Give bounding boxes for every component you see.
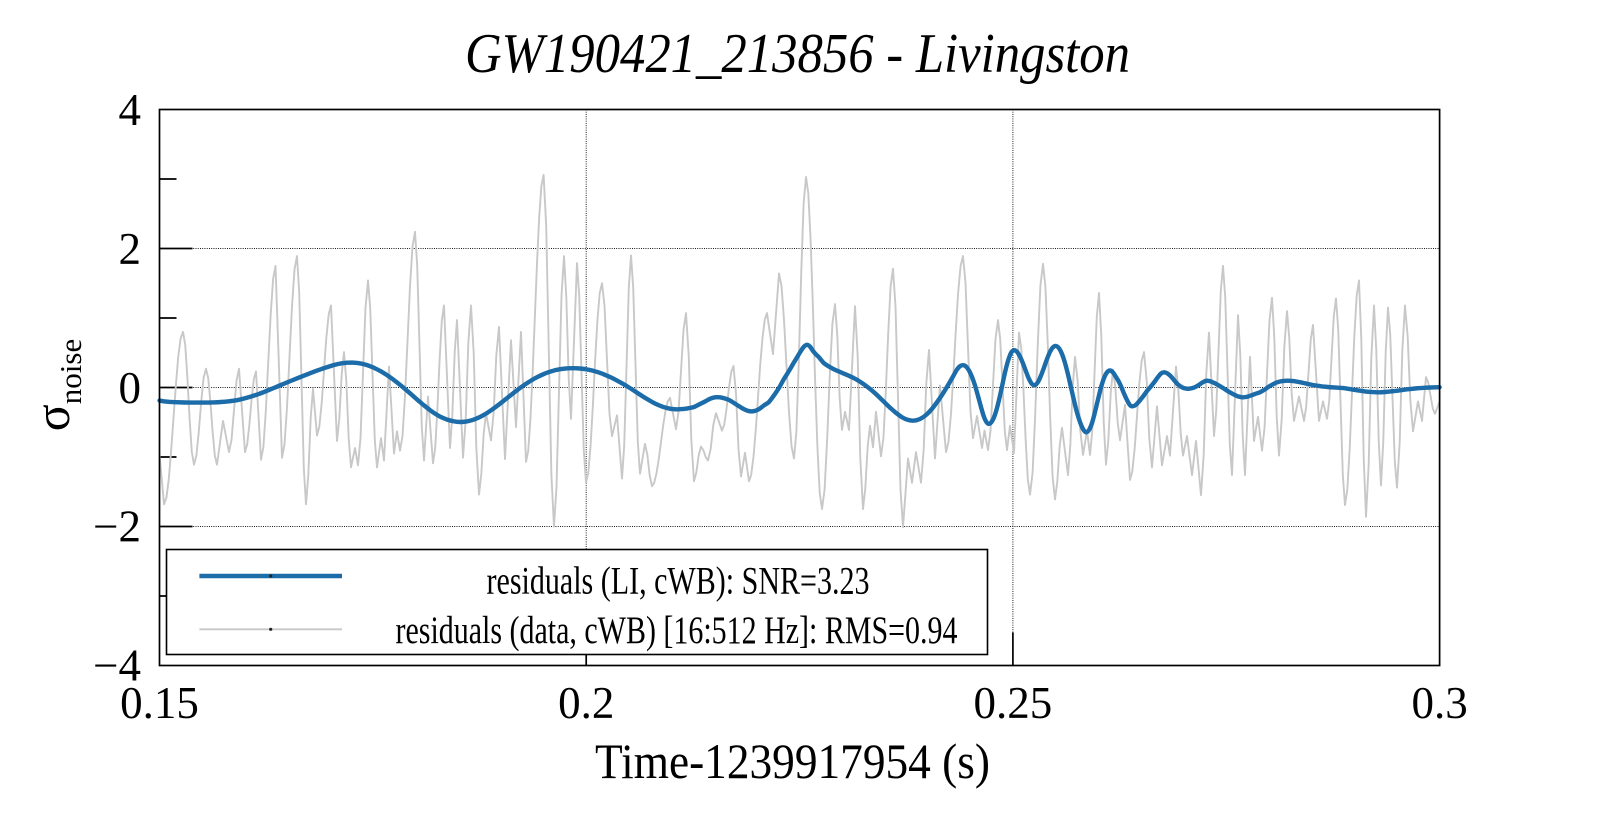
svg-text:0.15: 0.15 [120, 678, 199, 728]
svg-text:residuals (data, cWB) [16:512: residuals (data, cWB) [16:512 Hz]: RMS=0… [396, 609, 958, 652]
svg-text:0: 0 [119, 363, 142, 413]
svg-text:0.3: 0.3 [1411, 678, 1467, 728]
svg-text:4: 4 [119, 85, 142, 135]
svg-text:GW190421_213856 - Livingston: GW190421_213856 - Livingston [465, 23, 1130, 85]
svg-text:0.2: 0.2 [558, 678, 614, 728]
svg-text:0.25: 0.25 [974, 678, 1053, 728]
svg-text:residuals (LI, cWB): SNR=3.23: residuals (LI, cWB): SNR=3.23 [487, 560, 870, 603]
svg-text:−2: −2 [93, 502, 141, 552]
svg-text:2: 2 [119, 224, 142, 274]
svg-text:Time-1239917954 (s): Time-1239917954 (s) [595, 733, 990, 789]
svg-text:−4: −4 [93, 641, 141, 691]
